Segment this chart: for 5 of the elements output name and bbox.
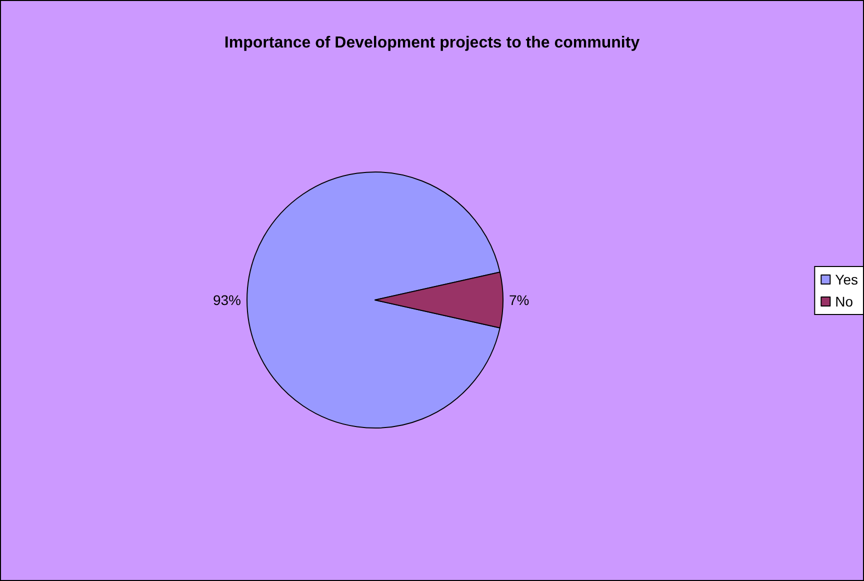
- legend-label: Yes: [835, 272, 858, 288]
- data-label: 7%: [509, 292, 530, 308]
- legend-label: No: [835, 294, 854, 310]
- chart-title: Importance of Development projects to the community: [224, 34, 640, 52]
- data-label: 93%: [212, 292, 241, 308]
